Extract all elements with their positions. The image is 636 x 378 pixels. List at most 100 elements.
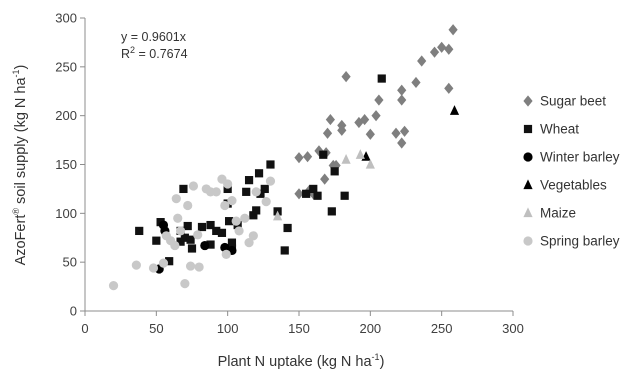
data-point xyxy=(173,213,183,223)
legend-label: Maize xyxy=(540,206,576,221)
legend-marker xyxy=(523,207,533,218)
data-point xyxy=(429,46,440,58)
data-point xyxy=(261,197,271,207)
data-point xyxy=(244,176,254,185)
data-point xyxy=(165,257,174,266)
data-point xyxy=(135,226,144,236)
data-point xyxy=(194,262,204,272)
data-point xyxy=(240,213,250,223)
legend-item: Spring barley xyxy=(523,234,620,249)
y-tick-label: 100 xyxy=(55,206,77,221)
data-point xyxy=(179,184,188,194)
data-point xyxy=(337,124,347,136)
data-point xyxy=(183,200,193,211)
legend-marker xyxy=(523,95,533,107)
legend-marker xyxy=(523,124,533,134)
data-point xyxy=(360,113,370,126)
data-point xyxy=(231,216,241,226)
data-point xyxy=(320,173,330,185)
data-point xyxy=(171,194,181,204)
data-point xyxy=(242,187,251,196)
y-tick-label: 300 xyxy=(55,11,77,26)
data-point xyxy=(254,169,264,178)
x-axis-title: Plant N uptake (kg N ha-1) xyxy=(218,352,385,370)
x-tick-label: 50 xyxy=(149,321,163,336)
data-point xyxy=(371,110,381,122)
x-tick-label: 200 xyxy=(359,321,381,336)
legend-label: Sugar beet xyxy=(540,94,606,109)
legend-label: Vegetables xyxy=(540,178,607,193)
data-point xyxy=(249,211,258,220)
data-point xyxy=(108,281,119,291)
legend-item: Maize xyxy=(523,206,576,221)
data-point xyxy=(449,105,460,115)
data-point xyxy=(197,222,207,232)
data-points xyxy=(108,24,460,291)
data-point xyxy=(365,158,375,169)
data-point xyxy=(251,187,261,197)
data-point xyxy=(411,76,421,89)
data-point xyxy=(176,237,185,246)
data-point xyxy=(220,242,230,253)
x-tick-label: 150 xyxy=(288,321,310,336)
data-point xyxy=(227,196,237,206)
data-point xyxy=(206,240,215,249)
data-point xyxy=(152,236,161,245)
data-point xyxy=(217,228,227,237)
data-point xyxy=(273,210,283,221)
data-point xyxy=(185,261,196,271)
data-point xyxy=(248,231,258,241)
data-point xyxy=(294,152,304,164)
legend-item: Vegetables xyxy=(523,178,607,193)
y-tick-label: 0 xyxy=(70,304,77,319)
data-point xyxy=(397,84,407,96)
x-tick-label: 100 xyxy=(217,321,239,336)
r-squared-label: R2 = 0.7674 xyxy=(121,45,188,61)
data-point xyxy=(355,149,365,159)
data-point xyxy=(397,94,407,106)
data-point xyxy=(319,150,328,159)
data-point xyxy=(244,238,254,248)
x-tick-label: 0 xyxy=(81,321,88,336)
legend-marker xyxy=(523,179,533,190)
legend-label: Winter barley xyxy=(540,150,620,165)
data-point xyxy=(327,207,336,216)
data-point xyxy=(187,244,197,253)
data-point xyxy=(221,249,231,259)
data-point xyxy=(265,176,276,186)
data-point xyxy=(437,41,447,53)
data-point xyxy=(183,221,192,231)
data-point xyxy=(313,191,322,200)
data-point xyxy=(302,189,311,198)
data-point xyxy=(260,184,269,194)
data-point xyxy=(325,113,335,126)
series-spring-barley xyxy=(108,174,276,291)
data-point xyxy=(180,279,190,289)
legend-marker xyxy=(523,236,533,246)
legend-item: Sugar beet xyxy=(523,94,606,109)
data-point xyxy=(399,125,410,137)
data-point xyxy=(148,263,159,273)
data-point xyxy=(175,226,186,236)
data-point xyxy=(341,71,351,83)
data-point xyxy=(180,233,189,242)
data-point xyxy=(365,128,375,140)
data-point xyxy=(186,235,195,244)
data-point xyxy=(158,258,169,268)
data-point xyxy=(170,240,180,251)
data-point xyxy=(266,160,275,169)
data-point xyxy=(252,206,261,215)
data-point xyxy=(283,223,292,233)
axes: 0 50 100 150 200 250 300 0 50 100 150 200 250 300 xyxy=(55,11,524,337)
data-point xyxy=(448,24,458,36)
data-point xyxy=(200,240,210,251)
data-point xyxy=(377,74,386,83)
legend-marker xyxy=(523,152,533,162)
y-tick-label: 250 xyxy=(55,59,77,74)
legend-label: Wheat xyxy=(540,122,579,137)
data-point xyxy=(188,181,199,191)
data-point xyxy=(294,188,304,200)
legend-label: Spring barley xyxy=(540,234,620,249)
y-tick-label: 50 xyxy=(63,255,77,270)
data-point xyxy=(223,184,232,194)
